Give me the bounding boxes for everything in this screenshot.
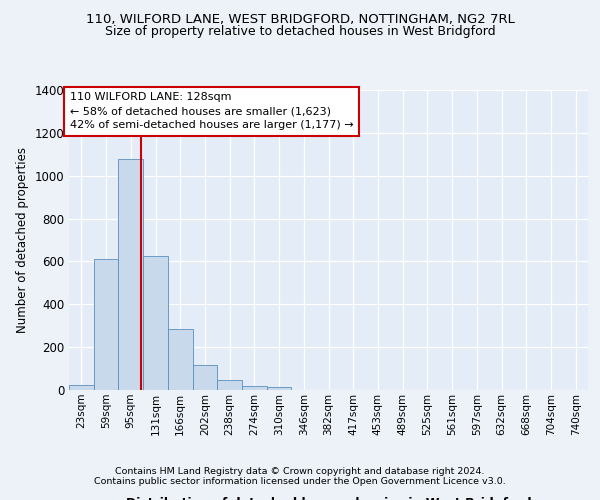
Bar [118,158,143,390]
Bar [168,329,193,390]
Text: Size of property relative to detached houses in West Bridgford: Size of property relative to detached ho… [104,25,496,38]
Y-axis label: Number of detached properties: Number of detached properties [16,147,29,333]
Bar [217,380,242,390]
Bar [143,256,168,390]
Bar [94,260,118,390]
Bar [193,364,217,390]
Text: Contains HM Land Registry data © Crown copyright and database right 2024.: Contains HM Land Registry data © Crown c… [115,467,485,476]
Text: 110 WILFORD LANE: 128sqm
← 58% of detached houses are smaller (1,623)
42% of sem: 110 WILFORD LANE: 128sqm ← 58% of detach… [70,92,353,130]
Bar [267,388,292,390]
Bar [242,386,267,390]
Bar [69,384,94,390]
Text: 110, WILFORD LANE, WEST BRIDGFORD, NOTTINGHAM, NG2 7RL: 110, WILFORD LANE, WEST BRIDGFORD, NOTTI… [86,12,514,26]
X-axis label: Distribution of detached houses by size in West Bridgford: Distribution of detached houses by size … [125,498,532,500]
Text: Contains public sector information licensed under the Open Government Licence v3: Contains public sector information licen… [94,477,506,486]
